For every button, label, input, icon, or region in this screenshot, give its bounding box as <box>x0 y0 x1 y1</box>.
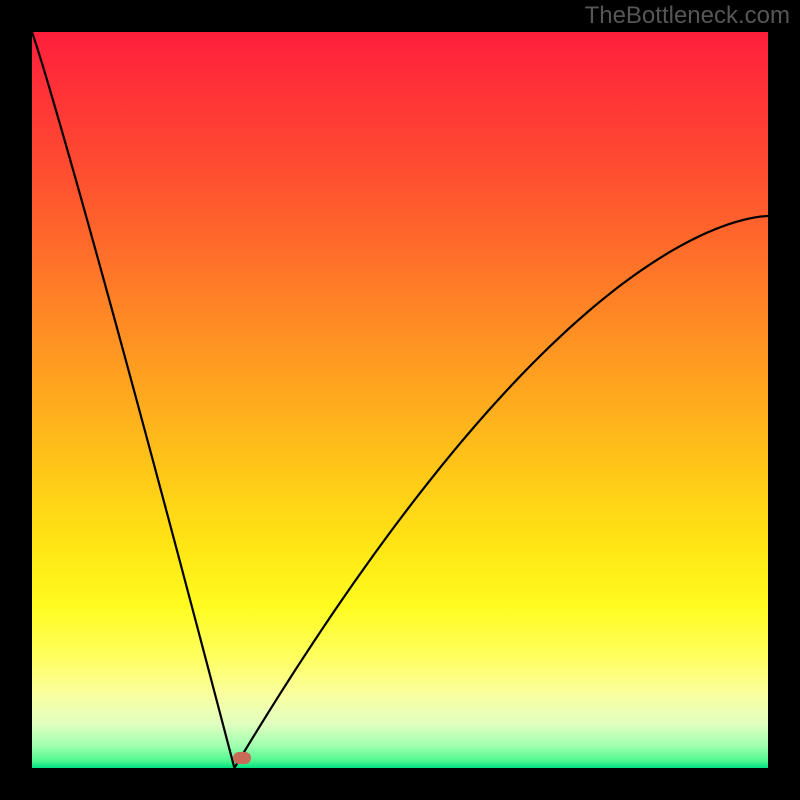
chart-canvas: TheBottleneck.com <box>0 0 800 800</box>
plot-area <box>32 32 768 768</box>
border-bottom <box>0 768 800 800</box>
border-left <box>0 0 32 800</box>
watermark-text: TheBottleneck.com <box>585 2 790 30</box>
min-marker <box>233 752 251 764</box>
border-right <box>768 0 800 800</box>
gradient-background <box>32 32 768 768</box>
plot-svg <box>32 32 768 768</box>
